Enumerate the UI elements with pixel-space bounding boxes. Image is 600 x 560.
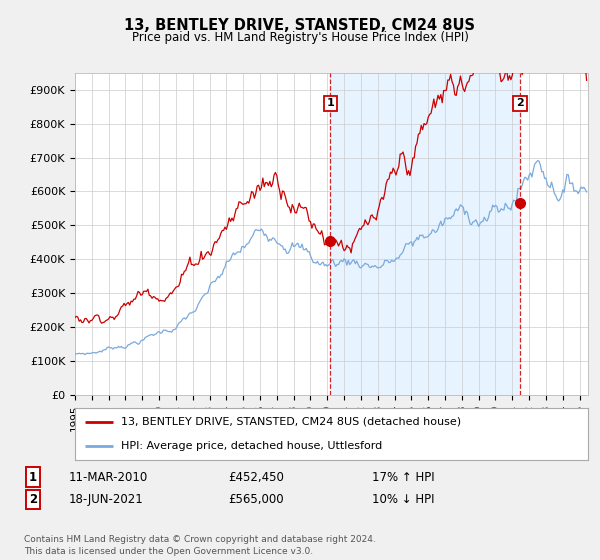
Text: 11-MAR-2010: 11-MAR-2010 <box>69 470 148 484</box>
Text: 2: 2 <box>516 99 524 108</box>
Text: 2: 2 <box>29 493 37 506</box>
Text: 1: 1 <box>326 99 334 108</box>
Text: £452,450: £452,450 <box>228 470 284 484</box>
Text: Price paid vs. HM Land Registry's House Price Index (HPI): Price paid vs. HM Land Registry's House … <box>131 31 469 44</box>
Text: Contains HM Land Registry data © Crown copyright and database right 2024.
This d: Contains HM Land Registry data © Crown c… <box>24 535 376 556</box>
Text: 10% ↓ HPI: 10% ↓ HPI <box>372 493 434 506</box>
Text: 13, BENTLEY DRIVE, STANSTED, CM24 8US: 13, BENTLEY DRIVE, STANSTED, CM24 8US <box>125 18 476 34</box>
Text: 13, BENTLEY DRIVE, STANSTED, CM24 8US (detached house): 13, BENTLEY DRIVE, STANSTED, CM24 8US (d… <box>121 417 461 427</box>
Bar <box>331 73 520 395</box>
Text: 1: 1 <box>29 470 37 484</box>
Text: HPI: Average price, detached house, Uttlesford: HPI: Average price, detached house, Uttl… <box>121 441 382 451</box>
Text: 17% ↑ HPI: 17% ↑ HPI <box>372 470 434 484</box>
Text: £565,000: £565,000 <box>228 493 284 506</box>
Text: 18-JUN-2021: 18-JUN-2021 <box>69 493 144 506</box>
